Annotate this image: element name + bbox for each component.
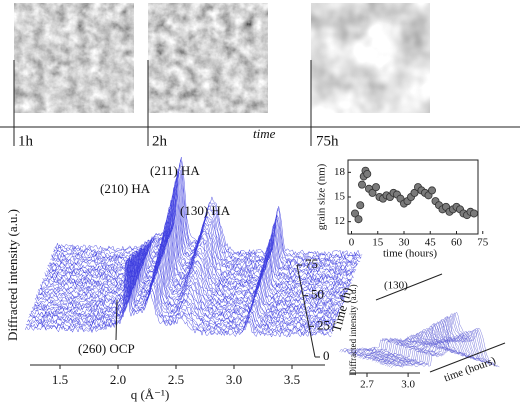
intensity-trace [32,253,340,318]
x-axis-label: time (hours) [383,248,437,260]
y-tick-label: 15 [334,191,346,203]
x-tick-label: 2.7 [360,379,374,391]
intensity-trace [37,238,345,305]
timeline-label: 75h [316,133,339,149]
z-axis [296,264,316,358]
intensity-trace [46,200,353,283]
intensity-trace [48,186,356,276]
sem-image [14,3,134,113]
intensity-trace [55,156,363,257]
intensity-trace [350,334,460,356]
intensity-trace [51,174,359,268]
intensity-trace [379,316,489,365]
point [357,180,366,189]
y-axis-label: grain size (nm) [316,163,328,230]
intensity-trace [26,259,334,334]
y-tick-label: 18 [334,166,346,178]
intensity-trace [36,243,343,309]
x-tick-label: 3.5 [284,372,300,387]
intensity-trace [339,337,449,352]
intensity-trace [34,251,341,315]
z-axis-label: time (hours) [442,355,497,385]
y-axis-label: Diffracted intensity (a.u.) [348,284,358,375]
point [356,201,365,210]
x-tick-label: 0 [349,237,355,249]
intensity-trace [52,171,359,266]
intensity-trace [356,330,466,357]
intensity-trace [386,313,496,367]
timeline-label: 2h [152,133,168,149]
intensity-trace [349,334,458,355]
x-tick-label: 30 [399,237,411,249]
point [363,169,372,178]
point [410,188,419,197]
intensity-trace [358,331,468,358]
peak-label: (130) HA [180,203,231,218]
peak-label: (211) HA [150,163,200,178]
point [469,209,478,218]
x-tick-label: 3.0 [226,372,242,387]
y-axis-label: Diffracted intensity (a.u.) [5,209,20,341]
intensity-trace [369,323,479,362]
x-tick-label: 2.0 [110,372,126,387]
intensity-trace [24,261,332,338]
intensity-trace [36,237,344,307]
intensity-trace [27,259,334,333]
intensity-trace [375,319,485,364]
point [354,215,363,224]
point [371,183,380,192]
peak-label: (210) HA [100,181,151,196]
peak-pointer [375,273,443,301]
z-axis [429,342,506,373]
x-tick-label: 15 [372,237,384,249]
x-tick-label: 2.5 [168,372,184,387]
timeline-axis-label: time [253,126,276,141]
intensity-trace [28,258,336,329]
z-tick-label: 0 [323,348,330,363]
pointer [115,299,118,341]
intensity-trace [390,311,500,369]
intensity-trace [354,331,464,357]
x-tick-label: 75 [477,237,489,249]
intensity-trace [45,204,352,285]
x-tick-label: 45 [425,237,437,249]
sem-image [148,3,268,113]
intensity-trace [373,321,483,363]
intensity-trace [54,163,362,261]
intensity-trace [27,257,335,331]
sem-image [310,2,431,114]
intensity-trace [44,206,352,287]
x-tick-label: 3.0 [401,379,415,391]
z-tick-label: 50 [311,287,324,302]
x-tick-label: 1.5 [52,372,68,387]
intensity-trace [381,315,491,366]
intensity-trace [43,208,351,288]
intensity-trace [383,316,492,365]
point [427,186,436,195]
peak-label: (130) [384,280,408,292]
point [368,188,377,197]
intensity-trace [38,230,346,301]
intensity-trace [41,221,349,294]
intensity-trace [35,244,343,310]
intensity-trace [341,337,451,353]
z-tick-label: 25 [317,317,330,332]
intensity-trace [47,194,354,279]
intensity-trace [377,318,487,364]
peak-label: (260) OCP [78,341,135,356]
intensity-trace [364,327,473,359]
intensity-trace [362,328,472,360]
intensity-trace [50,177,358,270]
point [350,209,359,218]
x-axis-label: q (Å⁻¹) [131,387,170,402]
timeline-label: 1h [18,133,34,149]
z-tick-label: 75 [305,256,318,271]
x-tick-label: 60 [451,237,463,249]
y-tick-label: 12 [334,215,345,227]
